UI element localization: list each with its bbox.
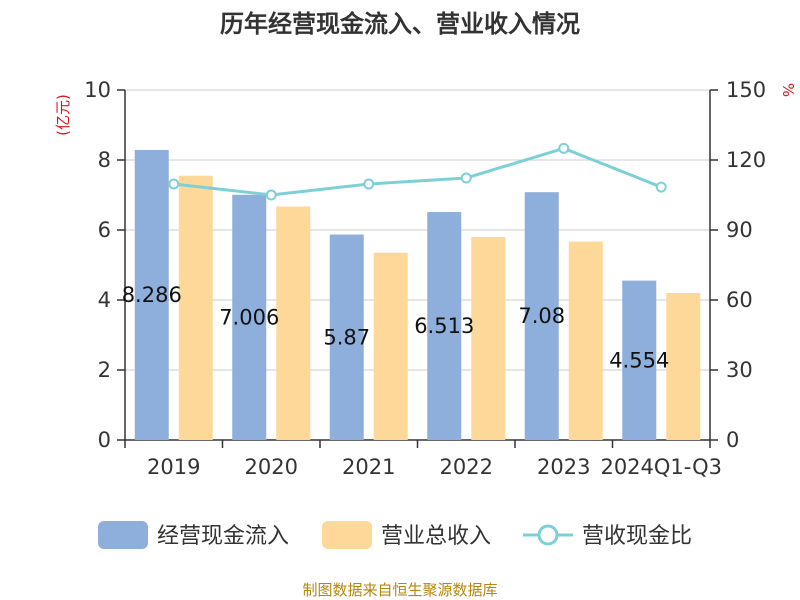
y-left-tick-label: 10 bbox=[84, 78, 111, 102]
y-left-tick-label: 0 bbox=[98, 428, 111, 452]
data-label-cash-inflow: 5.87 bbox=[323, 325, 370, 349]
bar-revenue bbox=[666, 293, 701, 440]
bar-revenue bbox=[568, 241, 603, 440]
y-left-tick-label: 8 bbox=[98, 148, 111, 172]
bars bbox=[134, 149, 701, 441]
axes bbox=[117, 89, 718, 448]
ratio-point bbox=[265, 189, 277, 201]
bar-cash-inflow bbox=[622, 280, 657, 440]
bar-revenue bbox=[178, 175, 213, 440]
bar-revenue bbox=[276, 206, 311, 440]
bar-cash-inflow bbox=[329, 234, 364, 440]
x-tick-label: 2019 bbox=[147, 455, 200, 479]
data-label-cash-inflow: 7.08 bbox=[518, 304, 565, 328]
bar-cash-inflow bbox=[524, 192, 559, 440]
x-tick-label: 2022 bbox=[440, 455, 493, 479]
gridlines bbox=[125, 89, 710, 371]
legend-label-revenue: 营业总收入 bbox=[381, 524, 491, 549]
legend-marker-ratio bbox=[537, 524, 559, 546]
x-tick-label: 2023 bbox=[537, 455, 590, 479]
ratio-point bbox=[460, 172, 472, 184]
data-label-cash-inflow: 4.554 bbox=[609, 348, 669, 372]
y-right-tick-label: 90 bbox=[726, 218, 753, 242]
data-label-cash-inflow: 7.006 bbox=[219, 305, 279, 329]
legend: 经营现金流入 营业总收入 营收现金比 bbox=[98, 521, 692, 549]
ratio-point bbox=[363, 178, 375, 190]
y-right-tick-label: 0 bbox=[726, 428, 739, 452]
ratio-line bbox=[168, 142, 667, 201]
y-left-tick-label: 2 bbox=[98, 358, 111, 382]
data-source: 制图数据来自恒生聚源数据库 bbox=[302, 581, 497, 599]
y-right-tick-label: 60 bbox=[726, 288, 753, 312]
bar-cash-inflow bbox=[427, 212, 462, 440]
legend-label-ratio: 营收现金比 bbox=[582, 524, 692, 549]
legend-swatch-cash-inflow bbox=[98, 521, 148, 549]
x-tick-label: 2021 bbox=[342, 455, 395, 479]
ratio-point bbox=[655, 181, 667, 193]
y-left-tick-label: 6 bbox=[98, 218, 111, 242]
chart-title: 历年经营现金流入、营业收入情况 bbox=[220, 10, 580, 38]
x-tick-label: 2020 bbox=[245, 455, 298, 479]
bar-cash-inflow bbox=[134, 149, 169, 441]
tick-labels: 0 0 2 30 4 60 6 90 8 120 10 150 2019 2020 2021 2022 2023… bbox=[84, 78, 766, 479]
legend-swatch-revenue bbox=[322, 521, 372, 549]
bar-revenue bbox=[373, 252, 408, 440]
y-right-tick-label: 120 bbox=[726, 148, 766, 172]
ratio-polyline bbox=[173, 146, 662, 197]
data-label-cash-inflow: 8.286 bbox=[122, 283, 182, 307]
ratio-point bbox=[168, 178, 180, 190]
y-right-tick-label: 30 bbox=[726, 358, 753, 382]
data-label-cash-inflow: 6.513 bbox=[414, 314, 474, 338]
x-tick-label: 2024Q1-Q3 bbox=[600, 455, 722, 479]
y-left-unit: (亿元) bbox=[54, 94, 72, 136]
y-right-unit: % bbox=[779, 83, 797, 97]
bar-revenue bbox=[471, 237, 506, 440]
y-left-tick-label: 4 bbox=[98, 288, 111, 312]
y-right-tick-label: 150 bbox=[726, 78, 766, 102]
ratio-point bbox=[558, 142, 570, 154]
bar-cash-inflow bbox=[232, 194, 267, 440]
legend-label-cash-inflow: 经营现金流入 bbox=[157, 524, 289, 549]
data-labels: 8.286 7.006 5.87 6.513 7.08 4.554 bbox=[122, 283, 670, 372]
